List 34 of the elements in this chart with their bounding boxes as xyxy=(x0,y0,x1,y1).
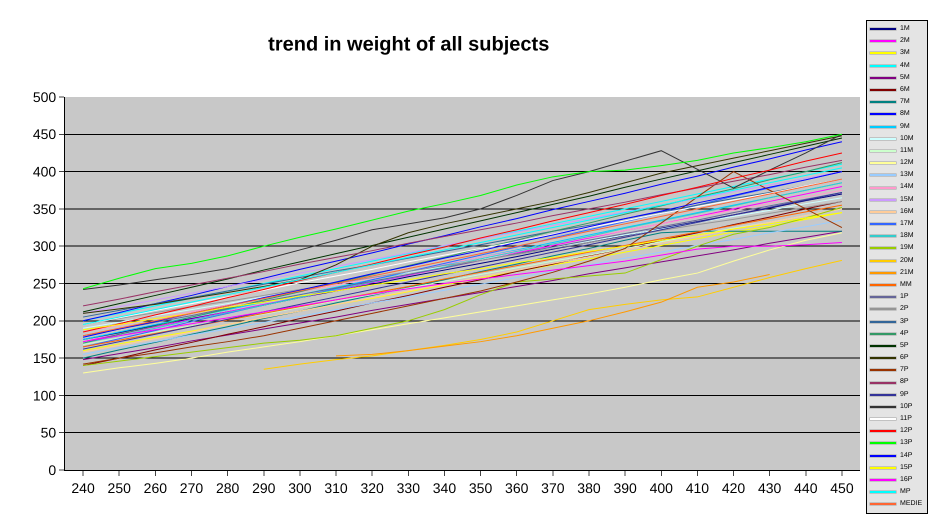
y-tick-label: 0 xyxy=(48,462,56,478)
y-tick-label: 150 xyxy=(32,350,56,366)
x-tick-label: 280 xyxy=(216,480,240,496)
x-tick-label: 320 xyxy=(360,480,384,496)
x-tick-label: 440 xyxy=(794,480,818,496)
x-tick-label: 400 xyxy=(650,480,674,496)
chart-title: trend in weight of all subjects xyxy=(268,33,550,56)
x-tick-label: 390 xyxy=(613,480,638,496)
y-tick-label: 250 xyxy=(32,275,56,292)
y-tick-label: 100 xyxy=(32,387,56,404)
x-tick-label: 310 xyxy=(324,480,348,496)
x-tick-label: 260 xyxy=(144,480,168,496)
x-tick-label: 330 xyxy=(396,480,420,496)
x-tick-label: 430 xyxy=(758,480,782,496)
y-tick-label: 200 xyxy=(32,312,56,329)
y-tick-label: 350 xyxy=(32,200,56,217)
x-tick-label: 340 xyxy=(432,480,456,496)
y-tick-label: 450 xyxy=(32,126,56,142)
x-tick-label: 370 xyxy=(541,480,565,496)
x-tick-label: 450 xyxy=(830,480,854,496)
x-tick-label: 250 xyxy=(108,480,132,496)
x-tick-label: 380 xyxy=(577,480,601,496)
x-tick-label: 360 xyxy=(505,480,529,496)
x-tick-label: 410 xyxy=(686,480,710,496)
x-tick-label: 300 xyxy=(288,480,312,496)
y-tick-label: 400 xyxy=(32,164,56,180)
x-tick-label: 350 xyxy=(468,480,492,496)
x-tick-label: 240 xyxy=(71,480,95,496)
y-tick-label: 500 xyxy=(32,88,56,105)
x-tick-label: 270 xyxy=(180,480,204,496)
x-tick-label: 420 xyxy=(722,480,746,496)
x-tick-label: 290 xyxy=(252,480,276,496)
y-tick-label: 50 xyxy=(40,424,56,441)
y-tick-label: 300 xyxy=(32,238,56,254)
